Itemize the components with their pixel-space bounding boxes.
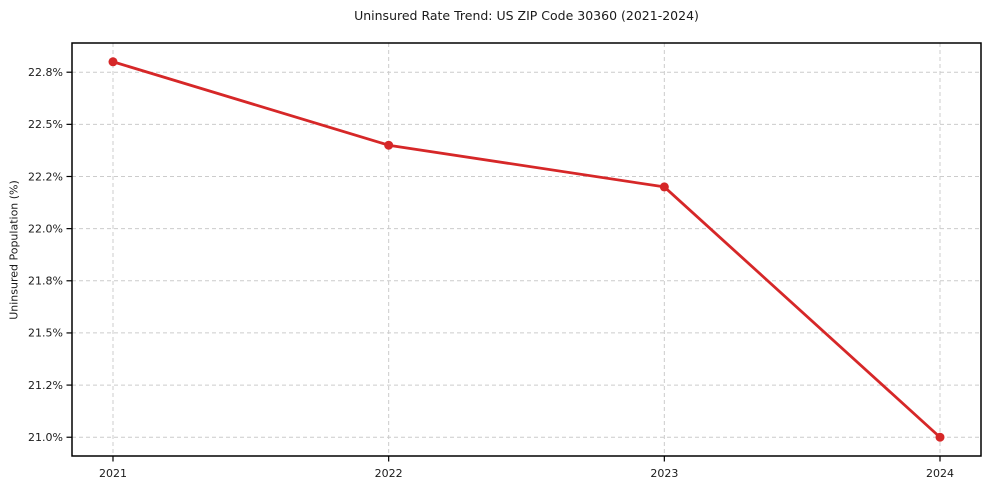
y-tick-label-21.0%: 21.0% [28,431,63,444]
y-tick-label-22.0%: 22.0% [28,222,63,235]
y-tick-label-21.5%: 21.5% [28,327,63,340]
y-tick-label-21.8%: 21.8% [28,275,63,288]
data-point-marker-2023 [659,182,669,192]
data-point-marker-2024 [935,432,945,442]
x-tick-label-2023: 2023 [650,467,678,480]
data-point-marker-2022 [384,140,394,150]
y-tick-label-21.2%: 21.2% [28,379,63,392]
y-tick-label-22.5%: 22.5% [28,118,63,131]
plot-border [71,42,982,457]
x-tick-label-2024: 2024 [926,467,954,480]
chart-title: Uninsured Rate Trend: US ZIP Code 30360 … [354,8,699,23]
y-tick-label-22.8%: 22.8% [28,66,63,79]
trend-line [111,60,942,439]
x-tick-label-2021: 2021 [99,467,127,480]
y-tick-label-22.2%: 22.2% [28,170,63,183]
x-tick-label-2022: 2022 [375,467,403,480]
data-point-marker-2021 [108,57,118,67]
